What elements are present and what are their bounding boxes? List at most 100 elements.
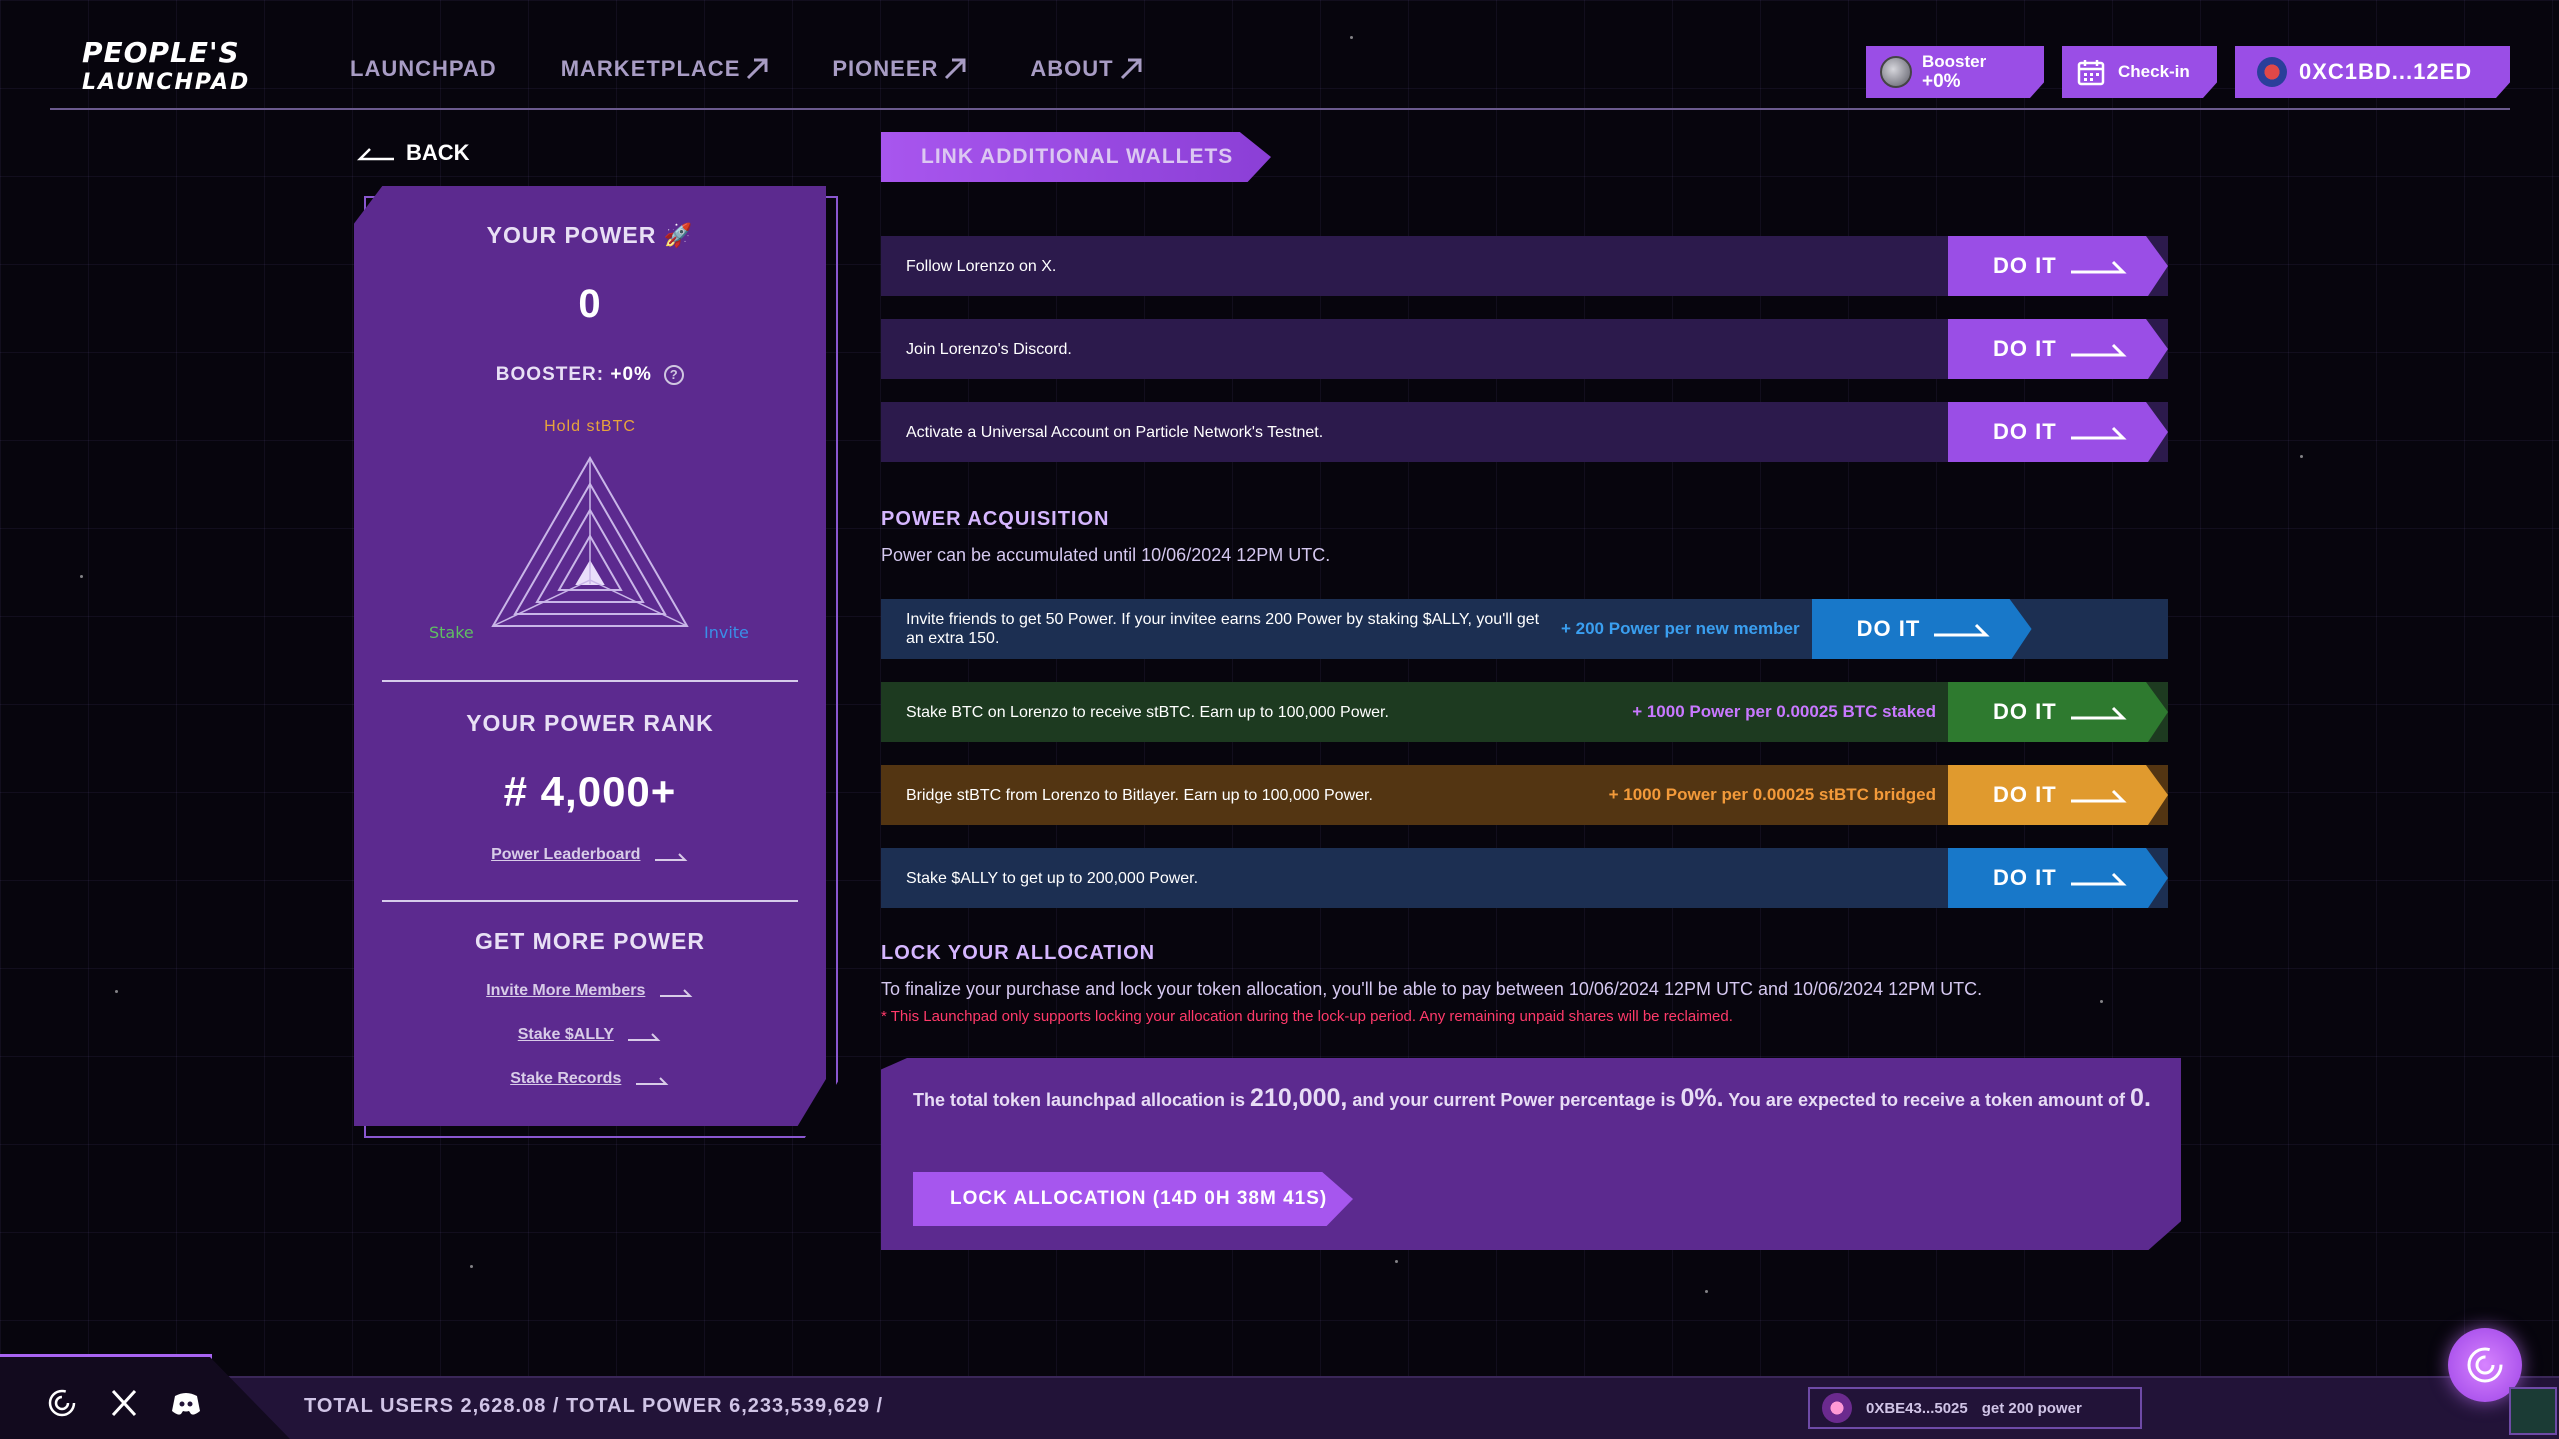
do-it-label: DO IT xyxy=(1856,616,1921,641)
do-it-label: DO IT xyxy=(1993,336,2057,361)
radar-label-invite: Invite xyxy=(704,623,749,642)
link-wallets-button[interactable]: LINK ADDITIONAL WALLETS xyxy=(881,132,1271,182)
task-text: Follow Lorenzo on X. xyxy=(906,257,1057,275)
stake-records-link[interactable]: Stake Records xyxy=(354,1070,826,1088)
do-it-button[interactable]: DO IT xyxy=(1948,319,2168,379)
external-arrow-icon xyxy=(747,58,768,80)
power-panel: YOUR POWER 🚀 0 BOOSTER: +0% ? Hold stBTC… xyxy=(354,186,826,1126)
social-links xyxy=(46,1387,202,1419)
booster-button[interactable]: Booster +0% xyxy=(1866,46,2044,98)
alloc-amount: 0. xyxy=(2130,1084,2151,1112)
do-it-label: DO IT xyxy=(1993,865,2057,890)
arrow-right-icon xyxy=(2070,706,2127,720)
radar-label-hold: Hold stBTC xyxy=(544,418,636,435)
lock-allocation-label: LOCK ALLOCATION (14D 0H 38M 41S) xyxy=(950,1188,1328,1209)
alloc-post: You are expected to receive a token amou… xyxy=(1723,1090,2131,1110)
arrow-right-icon xyxy=(2070,789,2127,803)
star xyxy=(1350,36,1353,39)
arrow-right-icon xyxy=(628,1033,661,1041)
arrow-right-icon xyxy=(1934,623,1990,637)
do-it-button[interactable]: DO IT xyxy=(1948,765,2168,825)
link-label: Invite More Members xyxy=(486,982,646,999)
nav-label: PIONEER xyxy=(832,56,939,81)
radar-label-stake: Stake xyxy=(429,623,474,642)
header-actions: Booster +0% Check-in 0XC1BD...12ED xyxy=(1866,46,2510,98)
task-reward: + 1000 Power per 0.00025 stBTC bridged xyxy=(1608,785,1936,804)
do-it-button[interactable]: DO IT xyxy=(1948,848,2168,908)
x-twitter-icon[interactable] xyxy=(108,1387,140,1419)
stake-ally-link[interactable]: Stake $ALLY xyxy=(354,1026,826,1044)
task-text: Invite friends to get 50 Power. If your … xyxy=(906,611,1540,647)
task-row: Stake $ALLY to get up to 200,000 Power. … xyxy=(881,848,2168,908)
star xyxy=(470,1265,473,1268)
main-nav: LAUNCHPAD MARKETPLACE PIONEER ABOUT xyxy=(350,56,1142,82)
nav-label: LAUNCHPAD xyxy=(350,56,497,81)
wallet-button[interactable]: 0XC1BD...12ED xyxy=(2235,46,2510,98)
do-it-label: DO IT xyxy=(1993,699,2057,724)
arrow-right-icon xyxy=(654,853,688,861)
lorenzo-logo-icon[interactable] xyxy=(46,1387,78,1419)
your-power-label: YOUR POWER xyxy=(486,222,657,248)
arrow-right-icon xyxy=(659,989,693,997)
invite-members-link[interactable]: Invite More Members xyxy=(354,982,826,1000)
star xyxy=(80,575,83,578)
alloc-mid: and your current Power percentage is xyxy=(1347,1090,1681,1110)
do-it-button[interactable]: DO IT xyxy=(1948,682,2168,742)
booster-text: Booster +0% xyxy=(1922,52,1986,92)
power-radar-chart xyxy=(491,456,689,627)
activity-ticker: 0XBE43...5025 get 200 power xyxy=(1808,1387,2142,1429)
do-it-label: DO IT xyxy=(1993,253,2057,278)
help-icon[interactable]: ? xyxy=(664,364,685,385)
more-power-title: GET MORE POWER xyxy=(475,928,705,954)
ticker-address: 0XBE43...5025 xyxy=(1866,1399,1968,1417)
nav-label: MARKETPLACE xyxy=(560,56,741,81)
star xyxy=(2100,1000,2103,1003)
task-row: Stake BTC on Lorenzo to receive stBTC. E… xyxy=(881,682,2168,742)
divider xyxy=(382,680,798,682)
booster-row: BOOSTER: +0% ? xyxy=(354,364,826,386)
leaderboard-link[interactable]: Power Leaderboard xyxy=(354,846,826,864)
power-acquisition-subtitle: Power can be accumulated until 10/06/202… xyxy=(881,545,1331,565)
rocket-icon: 🚀 xyxy=(663,222,694,248)
task-row: Join Lorenzo's Discord. DO IT xyxy=(881,319,2168,379)
link-label: Stake Records xyxy=(510,1070,622,1087)
discord-icon[interactable] xyxy=(170,1387,202,1419)
task-text: Join Lorenzo's Discord. xyxy=(906,340,1072,358)
power-acquisition-title: POWER ACQUISITION xyxy=(881,508,1110,530)
do-it-button[interactable]: DO IT xyxy=(1948,236,2168,296)
lock-description: To finalize your purchase and lock your … xyxy=(881,979,1983,999)
task-reward: + 1000 Power per 0.00025 BTC staked xyxy=(1632,702,1936,721)
power-value: 0 xyxy=(578,282,602,326)
do-it-button[interactable]: DO IT xyxy=(1811,599,2032,659)
task-row: Activate a Universal Account on Particle… xyxy=(881,402,2168,462)
star xyxy=(1395,1260,1398,1263)
wallet-avatar xyxy=(2257,57,2287,87)
nav-pioneer[interactable]: PIONEER xyxy=(832,56,966,82)
nav-marketplace[interactable]: MARKETPLACE xyxy=(561,56,769,82)
star xyxy=(1705,1290,1708,1293)
booster-label: Booster xyxy=(1922,52,1987,71)
alloc-percentage: 0%. xyxy=(1680,1084,1724,1112)
lock-allocation-button[interactable]: LOCK ALLOCATION (14D 0H 38M 41S) xyxy=(913,1172,1353,1226)
corner-avatar[interactable] xyxy=(2509,1387,2557,1435)
task-row: Invite friends to get 50 Power. If your … xyxy=(881,599,2168,659)
nav-launchpad[interactable]: LAUNCHPAD xyxy=(350,56,497,82)
logo[interactable]: PEOPLE'S LAUNCHPAD xyxy=(82,38,250,98)
link-label: Stake $ALLY xyxy=(517,1026,614,1043)
do-it-button[interactable]: DO IT xyxy=(1948,402,2168,462)
ticker-action: get 200 power xyxy=(1981,1399,2082,1417)
external-arrow-icon xyxy=(1120,58,1142,80)
logo-line1: PEOPLE'S xyxy=(82,36,240,69)
nav-about[interactable]: ABOUT xyxy=(1030,56,1142,82)
your-power-title: YOUR POWER 🚀 xyxy=(354,222,826,249)
booster-label: BOOSTER: xyxy=(495,364,605,385)
back-button[interactable]: BACK xyxy=(356,140,470,166)
footer-stats: TOTAL USERS 2,628.08 / TOTAL POWER 6,233… xyxy=(304,1395,884,1417)
logo-line2: LAUNCHPAD xyxy=(82,70,251,95)
check-in-button[interactable]: Check-in xyxy=(2062,46,2217,98)
rank-value: # 4,000+ xyxy=(503,768,677,815)
ticker-avatar xyxy=(1822,1393,1852,1423)
rank-title: YOUR POWER RANK xyxy=(466,710,714,736)
arrow-right-icon xyxy=(635,1077,669,1085)
do-it-label: DO IT xyxy=(1993,782,2057,807)
